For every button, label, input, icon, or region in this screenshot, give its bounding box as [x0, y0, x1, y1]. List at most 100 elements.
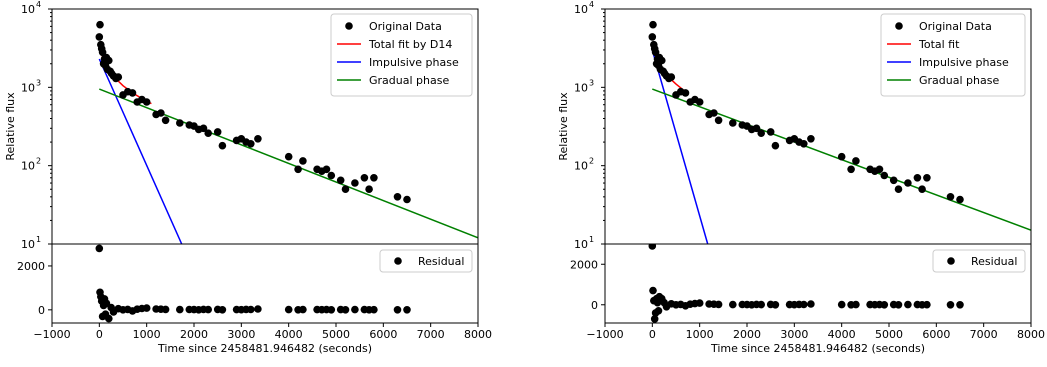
x-tick-label: 8000	[1017, 328, 1045, 341]
data-point	[752, 124, 761, 133]
data-point	[651, 48, 660, 57]
y-tick-base: 10	[21, 238, 35, 251]
data-point	[658, 56, 666, 65]
data-point	[847, 165, 855, 174]
y-tick-base: 10	[574, 238, 588, 251]
residual-point	[654, 307, 663, 315]
residual-point	[771, 301, 780, 309]
x-tick-label: 5000	[875, 328, 903, 341]
residual-y-tick-label: 0	[591, 299, 598, 312]
y-tick-base: 10	[21, 3, 35, 16]
data-point	[204, 129, 212, 137]
x-tick-label: 2000	[180, 328, 208, 341]
data-point	[880, 171, 889, 180]
data-point	[649, 20, 657, 29]
residual-point	[204, 305, 212, 314]
y-tick-label: 10	[574, 238, 588, 251]
data-point	[837, 152, 846, 161]
data-point	[157, 109, 165, 117]
x-tick-label: 4000	[828, 328, 856, 341]
data-point	[199, 124, 208, 133]
data-point	[213, 128, 222, 136]
y-tick-label: 10	[21, 238, 35, 251]
residual-point	[649, 286, 657, 295]
residual-legend-box	[379, 249, 473, 273]
legend-label: Impulsive phase	[369, 56, 459, 69]
residual-point	[648, 244, 657, 250]
y-axis-label: Relative flux	[557, 92, 570, 161]
legend-label: Total fit by D14	[368, 38, 452, 51]
y-tick-label: 10	[21, 160, 35, 173]
x-tick-label: 5000	[322, 328, 350, 341]
y-tick-label: 10	[574, 81, 588, 94]
residual-point	[837, 300, 846, 309]
data-point	[852, 157, 860, 165]
right-chart: −1000 0 1000 2000 3000 4000 5000 6000 7000 8000 Ti…	[557, 0, 1045, 355]
residual-point	[946, 301, 955, 309]
data-point	[956, 195, 964, 204]
data-point	[247, 140, 255, 148]
data-point	[336, 176, 345, 185]
data-point	[800, 140, 808, 148]
y-tick-exponent: 2	[36, 157, 41, 166]
data-point	[95, 33, 104, 41]
residual-point	[800, 300, 808, 309]
x-tick-label: −1000	[586, 328, 623, 341]
x-tick-label: −1000	[33, 328, 70, 341]
x-tick-label: 0	[649, 328, 656, 341]
data-point	[128, 89, 137, 97]
series-line-impulsive-phase	[98, 58, 183, 244]
data-point	[904, 179, 912, 187]
residual-legend-marker	[394, 257, 402, 265]
x-tick-label: 1000	[686, 328, 714, 341]
residual-point	[880, 301, 889, 309]
data-point	[757, 129, 765, 137]
data-point	[370, 174, 378, 182]
data-point	[667, 73, 676, 81]
residual-point	[370, 305, 378, 314]
legend-label: Total fit	[918, 38, 960, 51]
data-point	[648, 33, 657, 41]
x-tick-label: 6000	[922, 328, 950, 341]
data-point	[875, 165, 884, 174]
x-tick-label: 1000	[133, 328, 161, 341]
y-axis-label: Relative flux	[4, 92, 17, 161]
data-point	[341, 185, 350, 193]
data-point	[299, 157, 307, 165]
data-point	[695, 98, 704, 106]
data-point	[327, 171, 336, 180]
data-point	[142, 98, 151, 106]
x-tick-label: 7000	[417, 328, 445, 341]
data-point	[254, 135, 262, 143]
data-point	[923, 174, 931, 182]
residual-point	[341, 306, 350, 314]
residual-legend-marker	[947, 257, 955, 265]
x-tick-label: 2000	[733, 328, 761, 341]
data-point	[729, 119, 737, 127]
data-point	[766, 128, 775, 136]
residual-plot-area	[648, 244, 964, 323]
data-point	[98, 48, 107, 57]
data-point	[284, 152, 293, 161]
residual-point	[254, 305, 262, 313]
residual-y-tick-label: 2000	[17, 260, 45, 273]
residual-point	[218, 306, 227, 314]
y-tick-label: 10	[21, 81, 35, 94]
data-point	[294, 165, 302, 174]
legend-label: Gradual phase	[369, 74, 449, 87]
data-point	[710, 109, 718, 117]
x-axis-label: Time since 2458481.946482 (seconds)	[710, 342, 925, 355]
residual-point	[403, 306, 411, 314]
y-tick-base: 10	[21, 81, 35, 94]
legend-label: Original Data	[919, 20, 992, 33]
legend-box	[330, 13, 473, 97]
data-point	[714, 116, 723, 125]
flux-plot-area	[95, 20, 478, 244]
residual-point	[95, 244, 104, 253]
x-axis-label: Time since 2458481.946482 (seconds)	[157, 342, 372, 355]
x-tick-label: 3000	[780, 328, 808, 341]
residual-legend-label: Residual	[418, 255, 464, 268]
residual-point	[351, 305, 359, 314]
residual-point	[956, 301, 964, 309]
